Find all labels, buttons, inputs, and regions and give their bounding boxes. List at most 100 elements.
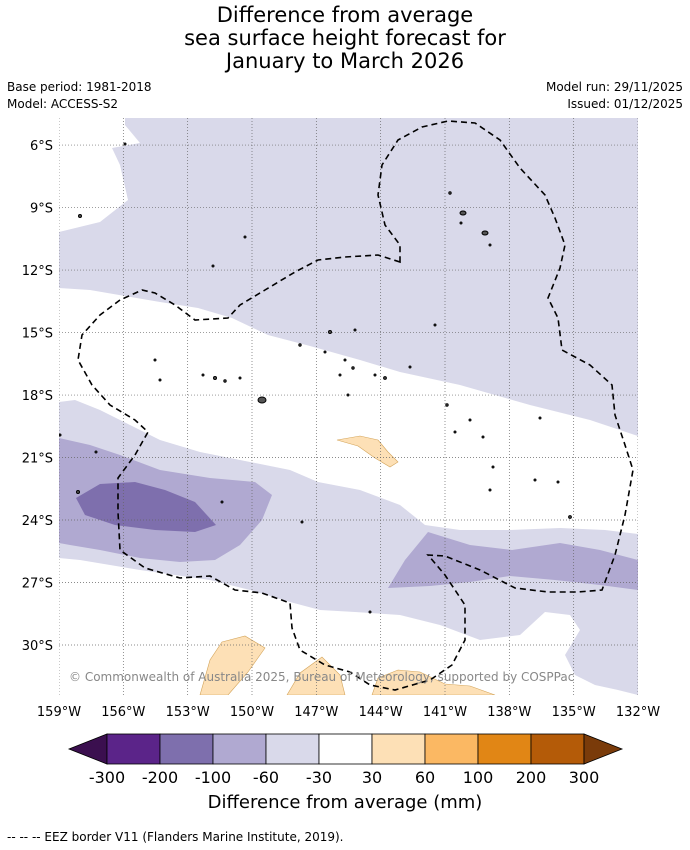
island <box>448 191 452 195</box>
colorbar-segment <box>159 733 214 765</box>
copyright-text: © Commonwealth of Australia 2025, Bureau… <box>69 670 574 684</box>
chart-title: Difference from average sea surface heig… <box>0 4 690 73</box>
island <box>459 221 463 225</box>
colorbar-tick-label: -60 <box>253 768 279 787</box>
island <box>201 373 205 377</box>
eez-border <box>77 120 634 691</box>
island <box>123 142 127 146</box>
island <box>481 230 489 236</box>
island <box>94 450 98 454</box>
latitude-labels: 6°S 9°S 12°S 15°S 18°S 21°S 24°S 27°S 30°S <box>22 139 53 654</box>
island <box>59 433 62 437</box>
longitude-label: 150°W <box>230 705 274 720</box>
colorbar-title: Difference from average (mm) <box>207 792 483 813</box>
colorbar-segment <box>265 733 320 765</box>
contour-southwest-light <box>59 400 638 695</box>
island <box>211 264 215 268</box>
island <box>238 376 242 380</box>
colorbar-segment <box>212 733 267 765</box>
island <box>488 488 492 492</box>
island <box>538 416 542 420</box>
island <box>556 480 560 484</box>
longitude-label: 138°W <box>487 705 531 720</box>
meta-left: Base period: 1981-2018 Model: ACCESS-S2 <box>7 79 152 113</box>
colorbar-segment <box>424 733 479 765</box>
island <box>158 378 162 382</box>
island <box>459 210 467 216</box>
colorbar-extend-high <box>583 733 624 765</box>
island <box>76 490 80 494</box>
model-run: Model run: 29/11/2025 <box>545 80 683 94</box>
island <box>338 373 342 377</box>
colorbar-segment <box>106 733 161 765</box>
latitude-label: 6°S <box>30 139 53 154</box>
island <box>300 520 304 524</box>
island <box>153 358 157 362</box>
model-name: Model: ACCESS-S2 <box>7 97 119 111</box>
colorbar-tick-label: 300 <box>569 768 600 787</box>
title-line-1: Difference from average <box>216 3 474 27</box>
contour-positive-sw <box>199 635 266 695</box>
colorbar <box>67 733 624 765</box>
latitude-label: 24°S <box>22 514 53 529</box>
island <box>368 610 372 614</box>
latitude-label: 12°S <box>22 264 53 279</box>
title-line-3: January to March 2026 <box>225 49 465 73</box>
base-period: Base period: 1981-2018 <box>7 80 152 94</box>
island <box>373 373 377 377</box>
latitude-label: 18°S <box>22 389 53 404</box>
latitude-label: 21°S <box>22 452 53 467</box>
longitude-labels: 159°W 156°W 153°W 150°W 147°W 144°W 141°W 138°W… <box>37 705 660 720</box>
longitude-label: 144°W <box>359 705 403 720</box>
contour-positive-central <box>336 435 399 468</box>
longitude-label: 156°W <box>101 705 145 720</box>
island <box>491 465 495 469</box>
island <box>481 435 485 439</box>
colorbar-segment <box>530 733 585 765</box>
island <box>223 379 227 383</box>
contour-southwest-core <box>76 482 216 532</box>
colorbar-tick-labels: -300 -200 -100 -60 -30 30 60 100 200 300 <box>89 768 599 787</box>
island <box>351 366 355 370</box>
colorbar-tick-label: 200 <box>516 768 547 787</box>
island <box>445 403 449 407</box>
colorbar-tick-label: 100 <box>463 768 494 787</box>
issued-date: Issued: 01/12/2025 <box>567 97 683 111</box>
gridlines <box>59 118 638 695</box>
longitude-label: 135°W <box>552 705 596 720</box>
island <box>453 430 457 434</box>
island <box>383 376 387 380</box>
latitude-label: 15°S <box>22 327 53 342</box>
island <box>408 365 412 369</box>
island <box>488 243 492 247</box>
colorbar-tick-label: -30 <box>306 768 332 787</box>
longitude-label: 153°W <box>166 705 210 720</box>
colorbar-segment <box>318 733 373 765</box>
contour-southeast-mid <box>388 532 638 590</box>
island <box>353 328 357 332</box>
island <box>533 478 537 482</box>
longitude-label: 159°W <box>37 705 81 720</box>
island <box>568 515 572 519</box>
longitude-label: 132°W <box>616 705 660 720</box>
colorbar-segment <box>371 733 426 765</box>
colorbar-tick-label: 60 <box>415 768 435 787</box>
island <box>433 323 437 327</box>
colorbar-tick-label: -200 <box>142 768 178 787</box>
longitude-label: 141°W <box>423 705 467 720</box>
island <box>343 358 347 362</box>
latitude-label: 27°S <box>22 577 53 592</box>
title-line-2: sea surface height forecast for <box>184 26 506 50</box>
map-area: © Commonwealth of Australia 2025, Bureau… <box>59 118 638 695</box>
latitude-label: 9°S <box>30 202 53 217</box>
colorbar-extend-low <box>67 733 108 765</box>
colorbar-tick-label: 30 <box>362 768 382 787</box>
island <box>468 418 472 422</box>
island <box>78 214 82 218</box>
colorbar-tick-label: -100 <box>195 768 231 787</box>
island <box>298 343 302 347</box>
meta-right: Model run: 29/11/2025 Issued: 01/12/2025 <box>546 79 683 113</box>
colorbar-tick-label: -300 <box>89 768 125 787</box>
island <box>257 396 267 404</box>
